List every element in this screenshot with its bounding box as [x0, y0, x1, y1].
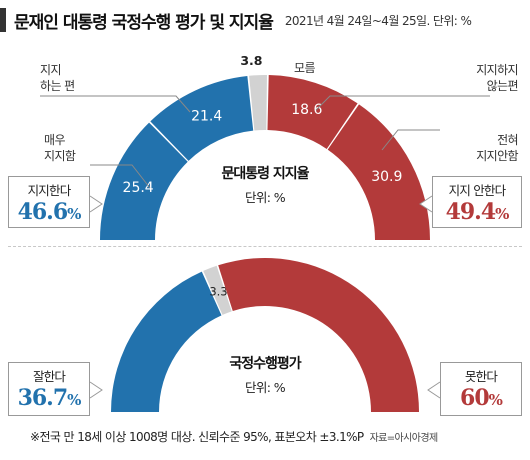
gauge2-slice-0 — [111, 271, 222, 412]
gauge1-slice-1 — [150, 75, 254, 161]
leader-somewhat-oppose — [315, 95, 490, 111]
legend-strongly-oppose: 전혀 지지안함 — [476, 133, 518, 163]
good-total-value-wrap: 36.7% — [15, 385, 83, 413]
gauge1-slice-label-4: 30.9 — [371, 169, 402, 185]
good-total-callout: 잘한다 36.7% — [8, 362, 90, 416]
oppose-total-value: 49.4 — [445, 199, 497, 225]
oppose-total-label: 지지 안한다 — [448, 183, 506, 198]
support-total-value: 46.6 — [17, 199, 69, 225]
legend-very-support: 매우 지지함 — [44, 133, 76, 163]
oppose-callout-pointer — [419, 195, 433, 213]
chart-subtitle: 2021년 4월 24일~4월 25일. 단위: % — [284, 13, 472, 28]
leader-very-support — [90, 164, 151, 189]
gauge1-slice-label-1: 21.4 — [191, 108, 222, 124]
chart2-unit-label: 단위: % — [244, 380, 286, 395]
bad-total-value: 60 — [460, 385, 490, 411]
survey-note: ※전국 만 18세 이상 1008명 대상. 신뢰수준 95%, 표본오차 ±3… — [30, 430, 364, 444]
bad-callout-pointer — [427, 381, 441, 399]
support-total-label: 지지한다 — [27, 183, 72, 198]
chart-footer: ※전국 만 18세 이상 1008명 대상. 신뢰수준 95%, 표본오차 ±3… — [30, 428, 526, 452]
oppose-total-unit: % — [495, 205, 509, 223]
bad-total-label: 못한다 — [464, 369, 498, 384]
chart2-center-title: 국정수행평가 — [229, 356, 301, 372]
oppose-total-callout: 지지 안한다 49.4% — [432, 176, 522, 228]
good-total-value: 36.7 — [17, 385, 69, 411]
good-total-unit: % — [67, 391, 81, 409]
section-divider — [8, 246, 522, 247]
chart1-center-title: 문대통령 지지율 — [221, 166, 309, 182]
chart1-unit-label: 단위: % — [244, 190, 286, 205]
good-total-label: 잘한다 — [32, 369, 66, 384]
support-total-unit: % — [67, 205, 81, 223]
title-accent-bar — [0, 8, 6, 32]
legend-somewhat-oppose: 지지하지 않는편 — [476, 63, 518, 93]
bad-total-callout: 못한다 60% — [440, 362, 522, 416]
gauge2-slice-1 — [203, 265, 232, 315]
gauge1-slice-3 — [267, 75, 358, 149]
leader-strongly-oppose — [381, 129, 440, 151]
good-callout-pointer — [89, 381, 103, 399]
gauge1-slice-4 — [327, 104, 430, 240]
support-total-callout: 지지한다 46.6% — [8, 176, 90, 228]
bad-total-unit: % — [488, 391, 503, 409]
legend-dont-know: 모름 — [294, 61, 315, 75]
leader-somewhat-support — [40, 95, 191, 113]
gauge1-slice-label-2: 3.8 — [240, 53, 262, 68]
gauge1-slice-0 — [100, 122, 188, 240]
source-credit: 자료=아시아경제 — [369, 433, 439, 444]
bad-total-value-wrap: 60% — [447, 385, 515, 413]
support-total-value-wrap: 46.6% — [15, 199, 83, 227]
legend-somewhat-support: 지지 하는 편 — [40, 63, 75, 93]
chart-title: 문재인 대통령 국정수행 평가 및 지지율 — [14, 12, 274, 33]
gauge1-slice-2 — [249, 75, 267, 131]
gauge2-slice-label-1: 3.3 — [209, 285, 227, 299]
gauge2-slice-2 — [218, 258, 419, 412]
chart-header: 문재인 대통령 국정수행 평가 및 지지율 2021년 4월 24일~4월 25… — [0, 0, 530, 40]
oppose-total-value-wrap: 49.4% — [439, 199, 515, 227]
gauge1-slice-label-0: 25.4 — [123, 180, 154, 196]
support-callout-pointer — [89, 195, 103, 213]
gauge1-slice-label-3: 18.6 — [291, 102, 322, 118]
